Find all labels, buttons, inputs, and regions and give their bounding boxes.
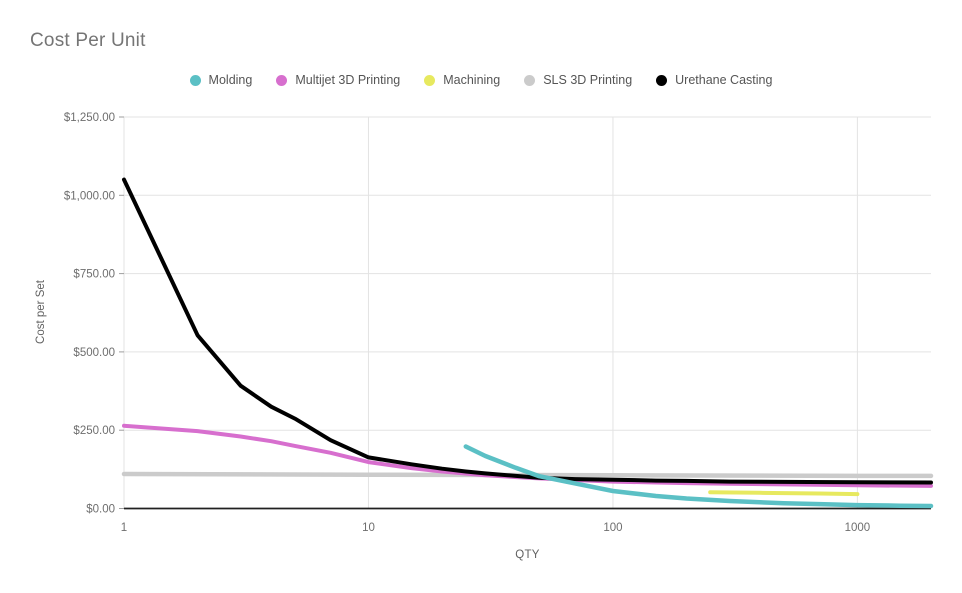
legend-item-label: Machining bbox=[443, 73, 501, 87]
x-tick-label: 100 bbox=[603, 522, 622, 534]
y-tick-label: $0.00 bbox=[86, 504, 115, 516]
series-line-machining[interactable] bbox=[708, 490, 860, 497]
legend-item-label: Urethane Casting bbox=[675, 73, 773, 87]
legend: Molding Multijet 3D Printing Machining SLS … bbox=[0, 73, 962, 87]
y-tick-label: $1,250.00 bbox=[64, 112, 115, 124]
legend-dot-icon bbox=[276, 74, 288, 86]
legend-item-multijet-3d-printing[interactable]: Multijet 3D Printing bbox=[276, 73, 400, 87]
y-tick-label: $1,000.00 bbox=[64, 190, 115, 202]
legend-item-label: Multijet 3D Printing bbox=[295, 73, 401, 87]
legend-item-machining[interactable]: Machining bbox=[424, 73, 500, 87]
legend-dot-icon bbox=[524, 74, 536, 86]
x-tick-label: 1 bbox=[121, 522, 127, 534]
legend-dot-icon bbox=[189, 74, 201, 86]
series-line-sls-3d-printing[interactable] bbox=[121, 471, 934, 479]
y-tick-label: $250.00 bbox=[73, 425, 115, 437]
series-line-molding[interactable] bbox=[463, 444, 934, 509]
y-tick-label: $750.00 bbox=[73, 269, 115, 281]
chart-title: Cost Per Unit bbox=[30, 30, 146, 51]
legend-dot-icon bbox=[424, 74, 436, 86]
x-tick-label: 10 bbox=[362, 522, 375, 534]
x-tick-label: 1000 bbox=[845, 522, 871, 534]
legend-item-label: SLS 3D Printing bbox=[543, 73, 633, 87]
legend-item-molding[interactable]: Molding bbox=[189, 73, 253, 87]
legend-dot-icon bbox=[656, 74, 668, 86]
x-axis-title: QTY bbox=[515, 549, 540, 561]
legend-item-sls-3d-printing[interactable]: SLS 3D Printing bbox=[524, 73, 632, 87]
legend-item-urethane-casting[interactable]: Urethane Casting bbox=[656, 73, 772, 87]
y-tick-label: $500.00 bbox=[73, 347, 115, 359]
series-line-urethane-casting[interactable] bbox=[122, 177, 933, 485]
y-axis-title: Cost per Set bbox=[35, 280, 47, 344]
legend-item-label: Molding bbox=[208, 73, 253, 87]
